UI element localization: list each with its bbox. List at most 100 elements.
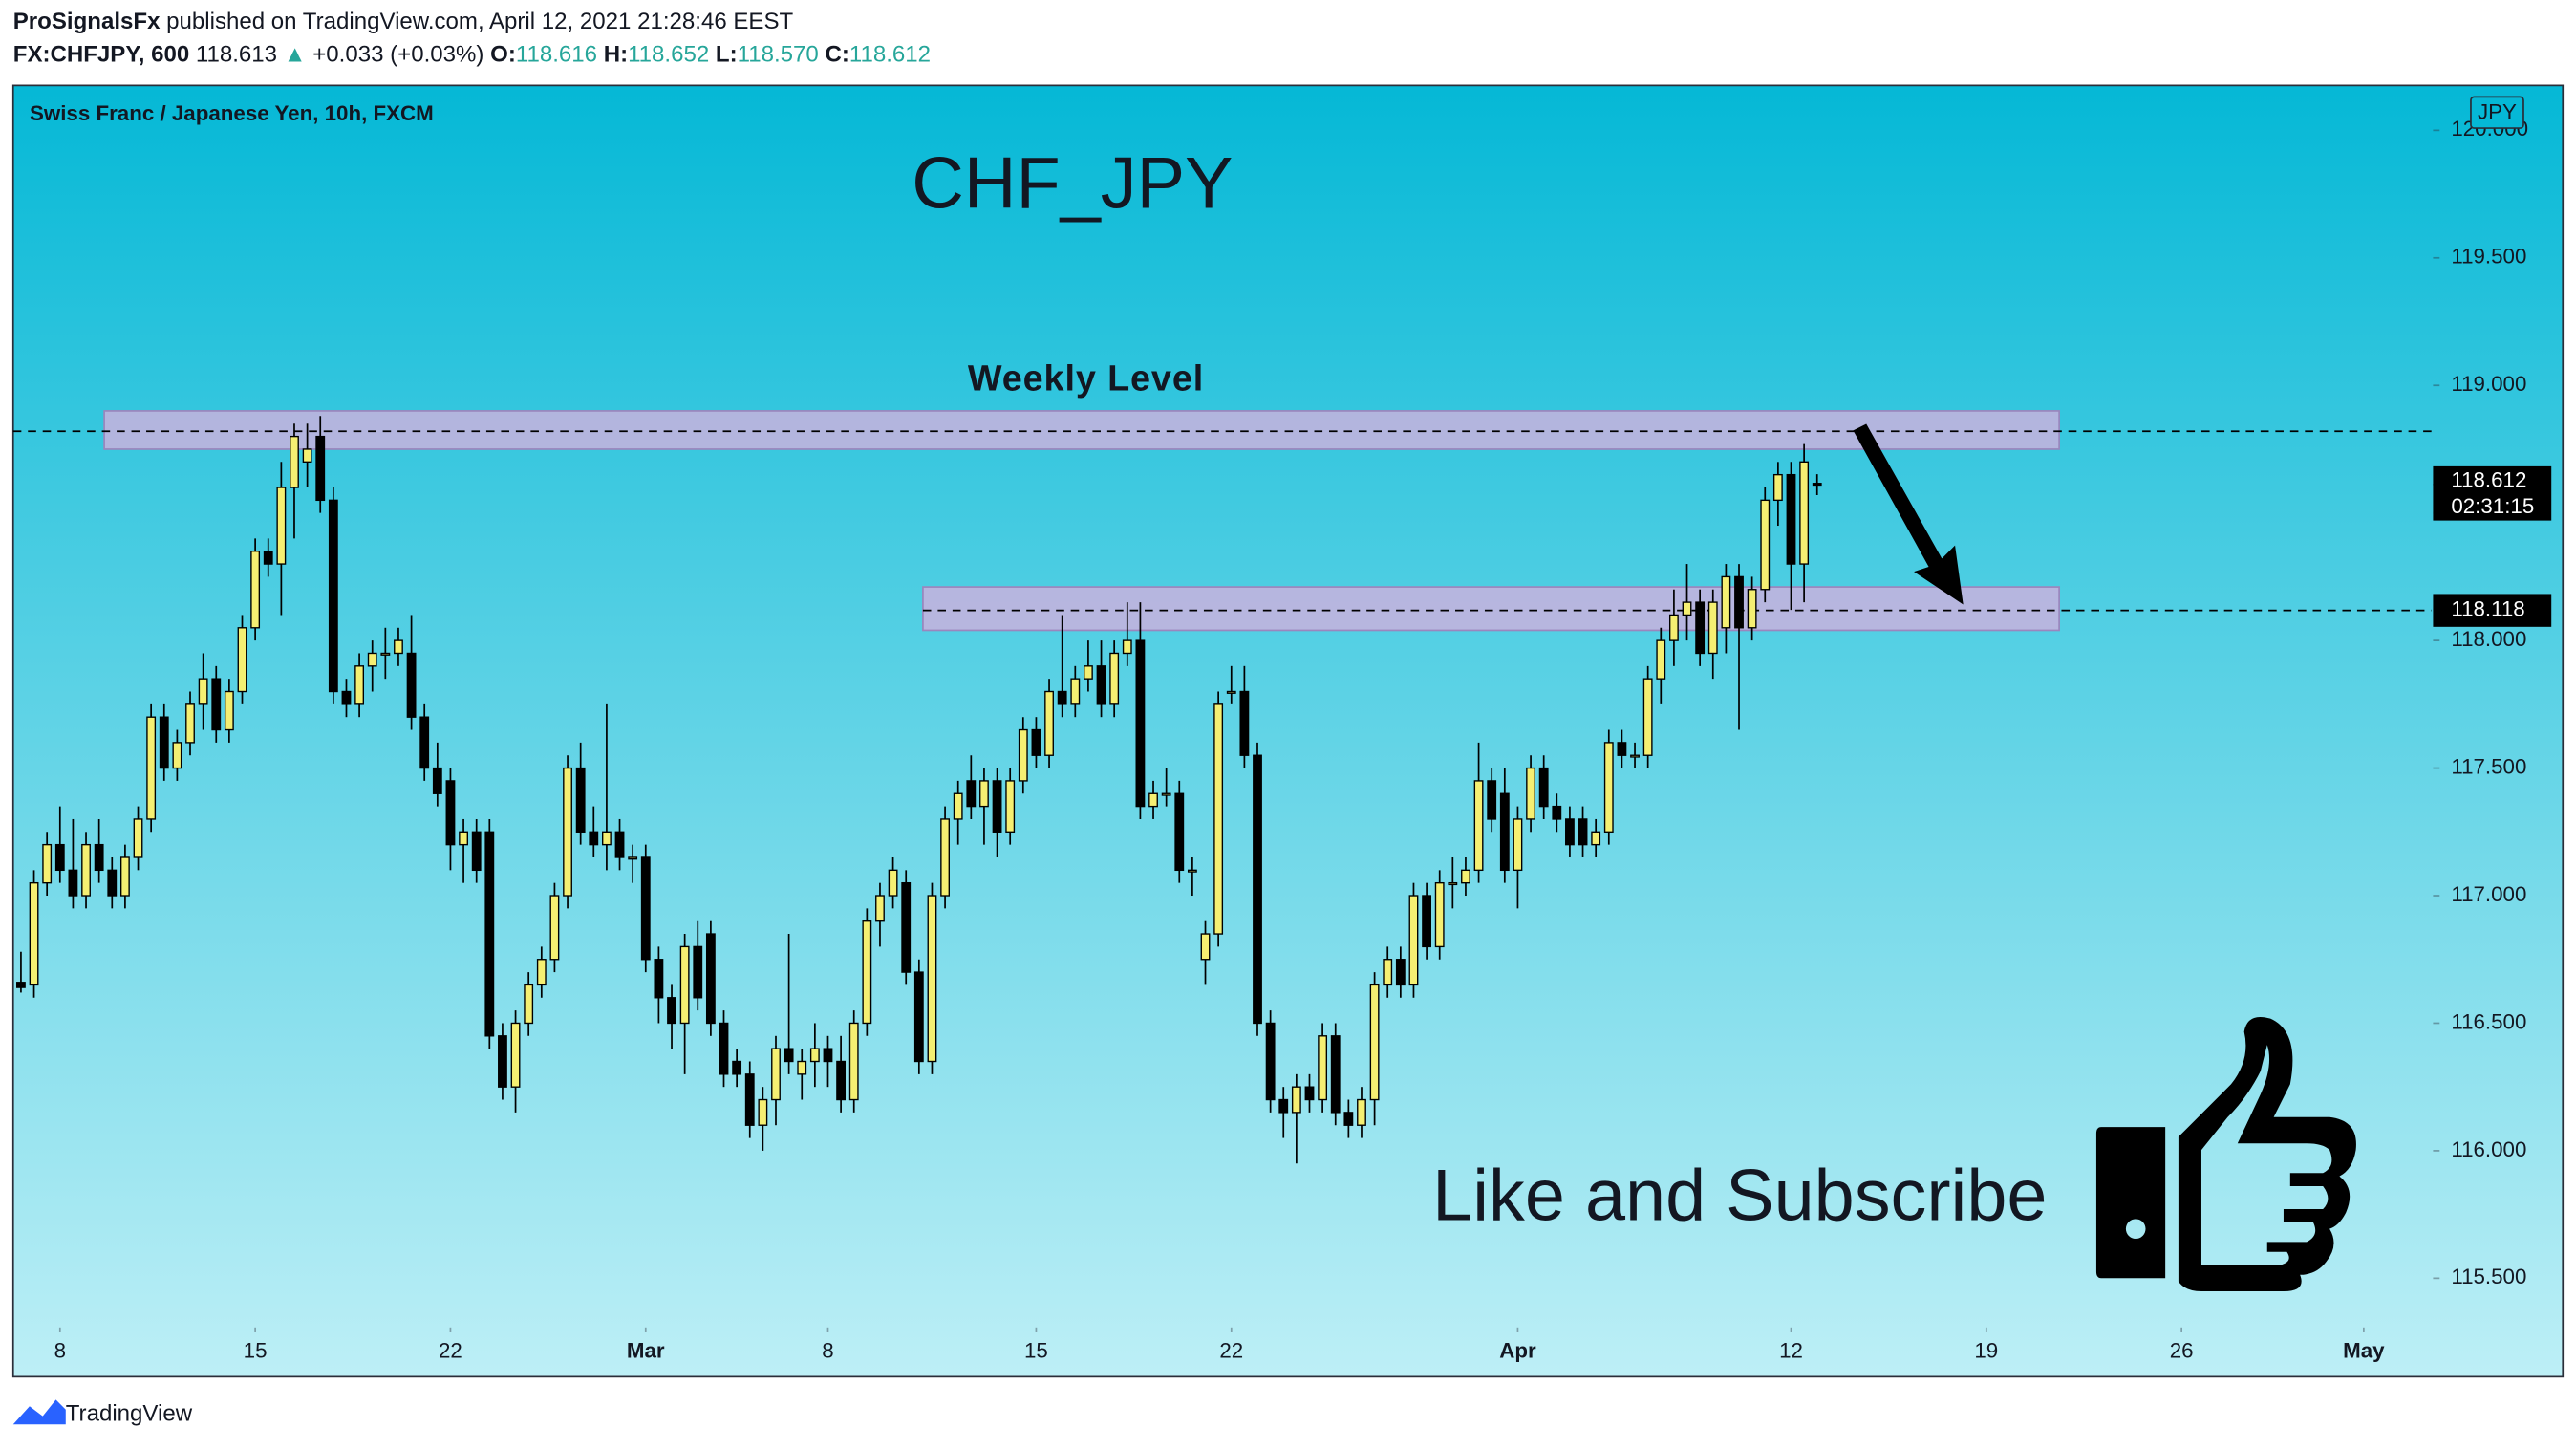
candle-body <box>315 435 326 502</box>
candle-body <box>602 831 612 846</box>
candle-body <box>263 551 273 565</box>
candle-body <box>1369 984 1380 1101</box>
candle-body <box>237 627 247 693</box>
candle-body <box>42 843 53 884</box>
candle-body <box>1812 483 1822 487</box>
currency-label: JPY <box>2478 100 2517 124</box>
arrow <box>1853 423 1964 605</box>
x-tick-label: 19 <box>1974 1338 1998 1362</box>
candle-body <box>1200 933 1211 961</box>
candle-body <box>1278 1098 1289 1114</box>
candle-body <box>1760 499 1771 591</box>
candle-body <box>498 1035 507 1088</box>
candle-body <box>1682 601 1692 616</box>
candle-body <box>719 1022 729 1075</box>
candle-body <box>380 652 391 656</box>
candle-body <box>536 959 547 986</box>
candle-body <box>1265 1022 1276 1101</box>
candle-body <box>1721 575 1731 629</box>
x-tick-label: 15 <box>1024 1338 1048 1362</box>
candle-body <box>784 1048 794 1063</box>
candle-body <box>1642 678 1653 756</box>
candle-body <box>771 1048 781 1101</box>
candle-body <box>1630 754 1640 758</box>
brand: TradingView <box>66 1400 193 1426</box>
candle-body <box>1135 639 1146 808</box>
candle-body <box>848 1022 859 1101</box>
candle-body <box>224 690 234 731</box>
candle-body <box>705 933 716 1025</box>
candle-body <box>1057 690 1067 705</box>
candle-body <box>549 895 560 961</box>
candle-body <box>81 843 91 897</box>
candle-body <box>107 869 118 897</box>
h-value: 118.652 <box>628 42 709 68</box>
o-value: 118.616 <box>516 42 597 68</box>
chart-title: CHF_JPY <box>912 144 1233 225</box>
candle-body <box>1448 881 1458 886</box>
candle-body <box>1383 959 1393 986</box>
x-tick-label: Mar <box>627 1338 665 1362</box>
candle-body <box>276 487 287 565</box>
x-tick-label: 26 <box>2170 1338 2194 1362</box>
candle-body <box>68 869 78 897</box>
countdown: 02:31:15 <box>2451 494 2534 518</box>
candle-body <box>901 881 912 973</box>
candle-body <box>1213 703 1224 935</box>
l-label: L: <box>716 42 738 68</box>
candle-body <box>1695 601 1706 655</box>
candle-body <box>1096 665 1106 705</box>
candle-body <box>406 652 417 718</box>
candle-body <box>1226 690 1236 694</box>
candle-body <box>1304 1086 1315 1101</box>
change: +0.033 (+0.03%) <box>312 42 483 68</box>
candle-body <box>146 716 157 820</box>
candle-body <box>94 843 104 872</box>
last-price-label: 118.612 <box>2451 467 2526 491</box>
x-tick-label: May <box>2343 1338 2385 1362</box>
candle-body <box>1707 601 1718 655</box>
quote-line: FX:CHFJPY, 600 118.613 ▲ +0.033 (+0.03%)… <box>13 42 931 68</box>
candle-body <box>732 1060 742 1075</box>
candle-body <box>432 767 442 794</box>
candle-body <box>1799 461 1810 565</box>
h-label: H: <box>604 42 628 68</box>
y-tick-label: 116.000 <box>2451 1137 2526 1161</box>
candle-body <box>1499 792 1510 872</box>
candle-body <box>1617 742 1627 756</box>
candle-body <box>628 856 638 860</box>
candle-body <box>1526 767 1535 820</box>
thumb-cuff <box>2095 1127 2166 1279</box>
candle-body <box>419 716 430 769</box>
candle-body <box>809 1048 820 1063</box>
x-tick-label: 22 <box>439 1338 462 1362</box>
candle-body <box>953 792 963 820</box>
c-label: C: <box>825 42 848 68</box>
y-tick-label: 115.500 <box>2451 1265 2526 1288</box>
candle-body <box>119 856 130 897</box>
candle-body <box>1005 780 1016 833</box>
y-tick-label: 116.500 <box>2451 1009 2526 1033</box>
candle-body <box>1747 589 1757 629</box>
candle-body <box>667 997 676 1025</box>
thumb-hand <box>2178 1016 2356 1291</box>
candle-body <box>394 639 403 655</box>
level-price-box <box>2433 594 2552 627</box>
candle-body <box>640 856 651 961</box>
last-price-box <box>2433 465 2552 521</box>
logo-mark <box>12 1399 66 1425</box>
candle-body <box>1461 869 1470 884</box>
candle-body <box>1422 895 1431 948</box>
candle-body <box>1253 754 1262 1025</box>
c-value: 118.612 <box>849 42 931 68</box>
published: published on TradingView.com, April 12, … <box>166 9 793 34</box>
y-tick-label: 117.500 <box>2451 754 2526 778</box>
candle-body <box>1330 1035 1341 1114</box>
candle-body <box>1109 652 1120 705</box>
candle-body <box>654 959 664 999</box>
call-to-action: Like and Subscribe <box>1432 1156 2047 1236</box>
candle-body <box>1513 818 1523 872</box>
candle-body <box>16 982 26 988</box>
candle-body <box>1084 665 1093 680</box>
